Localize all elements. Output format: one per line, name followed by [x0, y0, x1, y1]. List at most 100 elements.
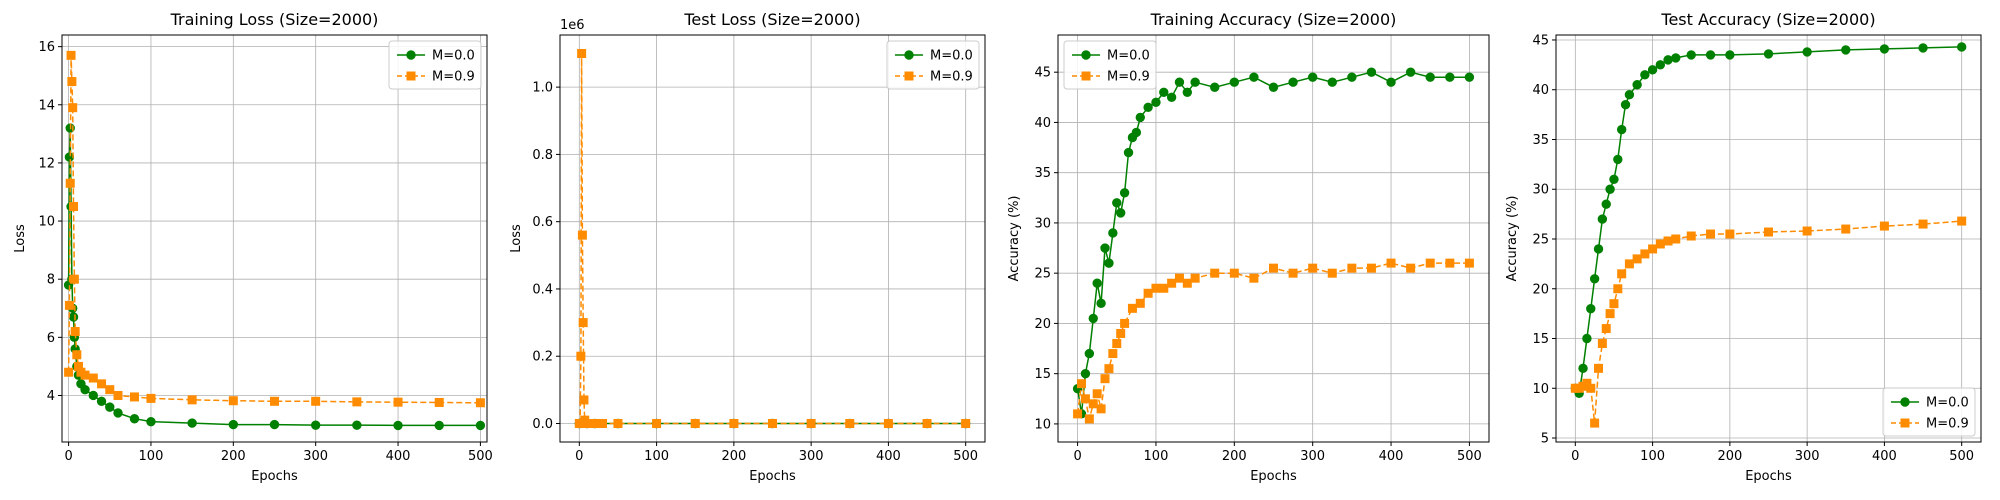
data-point	[1956, 42, 1967, 52]
data-point	[1210, 268, 1220, 278]
data-point	[64, 300, 74, 310]
legend-label: M=0.9	[1926, 417, 1969, 432]
data-point	[228, 396, 238, 406]
y-tick-label: 10	[1034, 417, 1051, 432]
legend: M=0.0 M=0.9	[886, 40, 980, 90]
legend-label: M=0.0	[1107, 49, 1150, 64]
y-tick-label: 20	[1034, 317, 1051, 332]
chart-title: Test Loss (Size=2000)	[683, 10, 860, 29]
series-M-0-0	[1570, 42, 1967, 398]
data-point	[1127, 303, 1137, 313]
data-point	[1640, 70, 1650, 80]
data-point	[1166, 92, 1177, 103]
data-point	[652, 419, 662, 428]
x-tick-label: 500	[1949, 449, 1974, 464]
data-point	[69, 202, 79, 212]
data-point	[1347, 72, 1357, 82]
data-point	[1425, 72, 1435, 82]
data-point	[1764, 227, 1773, 237]
data-point	[1663, 236, 1673, 246]
y-tick-label: 35	[1034, 166, 1051, 181]
data-point	[1706, 229, 1716, 239]
chart-title: Training Loss (Size=2000)	[170, 10, 379, 29]
y-tick-label: 40	[1532, 83, 1549, 98]
data-point	[80, 370, 90, 380]
legend-item: M=0.9	[1072, 70, 1150, 85]
y-tick-label: 0.4	[532, 282, 553, 297]
legend-label: M=0.9	[432, 70, 475, 85]
data-point	[1092, 389, 1102, 399]
data-point	[1190, 273, 1200, 283]
data-point	[105, 385, 115, 395]
legend-label: M=0.0	[1926, 396, 1969, 411]
grid	[62, 35, 487, 442]
data-point	[1104, 364, 1114, 374]
y-tick-label: 10	[1532, 382, 1549, 397]
legend-item: M=0.9	[895, 70, 973, 85]
data-point	[1080, 394, 1090, 404]
data-point	[1647, 65, 1658, 75]
data-point	[1269, 263, 1278, 273]
data-point	[1632, 254, 1642, 264]
data-point	[69, 274, 79, 284]
y-tick-label: 1.0	[532, 81, 553, 96]
x-tick-label: 0	[64, 449, 72, 464]
data-point	[228, 419, 239, 430]
series-M-0-9	[574, 49, 971, 428]
data-point	[1957, 216, 1967, 226]
data-point	[146, 393, 156, 403]
data-point	[72, 350, 82, 360]
data-point	[88, 373, 98, 383]
data-point	[1609, 299, 1619, 309]
data-point	[146, 416, 156, 427]
data-point	[1578, 363, 1588, 374]
data-point	[1616, 124, 1627, 135]
series-M-0-9	[1073, 258, 1474, 424]
series-line	[1574, 46, 1962, 396]
chart-title: Training Accuracy (Size=2000)	[1150, 10, 1397, 29]
data-point	[1229, 77, 1240, 87]
data-point	[1841, 45, 1851, 55]
data-point	[1655, 239, 1665, 249]
data-point	[113, 390, 123, 400]
x-tick-label: 400	[386, 449, 411, 464]
data-point	[1092, 278, 1102, 288]
y-tick-label: 4	[47, 389, 55, 404]
x-tick-label: 500	[953, 449, 978, 464]
data-point	[1119, 188, 1130, 198]
data-point	[1100, 374, 1110, 384]
data-point	[1123, 147, 1134, 158]
legend-item: M=0.0	[1072, 49, 1150, 64]
data-point	[1108, 349, 1118, 359]
y-tick-label: 6	[47, 331, 55, 346]
data-point	[1605, 309, 1615, 319]
x-tick-label: 400	[876, 449, 901, 464]
data-point	[578, 318, 588, 328]
legend-label: M=0.9	[930, 70, 973, 85]
data-point	[1327, 268, 1337, 278]
data-point	[434, 420, 444, 431]
data-point	[66, 50, 76, 60]
data-point	[1445, 258, 1455, 268]
y-tick-label: 12	[38, 156, 55, 171]
data-point	[1229, 268, 1239, 278]
data-point	[65, 178, 75, 188]
series-line	[67, 127, 481, 427]
legend-marker	[406, 50, 416, 60]
x-tick-label: 400	[1379, 449, 1404, 464]
data-point	[1918, 219, 1928, 229]
data-point	[576, 351, 586, 361]
x-tick-label: 300	[1300, 449, 1325, 464]
y-tick-label: 14	[38, 98, 55, 113]
data-point	[1347, 263, 1357, 273]
data-point	[1589, 274, 1600, 284]
chart-title: Test Accuracy (Size=2000)	[1660, 10, 1875, 29]
data-point	[1671, 53, 1681, 63]
data-point	[1288, 77, 1298, 87]
data-point	[1366, 263, 1376, 273]
y-tick-label: 40	[1034, 116, 1051, 131]
data-point	[270, 396, 279, 406]
x-tick-label: 200	[221, 449, 246, 464]
data-point	[80, 384, 90, 395]
data-point	[1582, 333, 1592, 344]
